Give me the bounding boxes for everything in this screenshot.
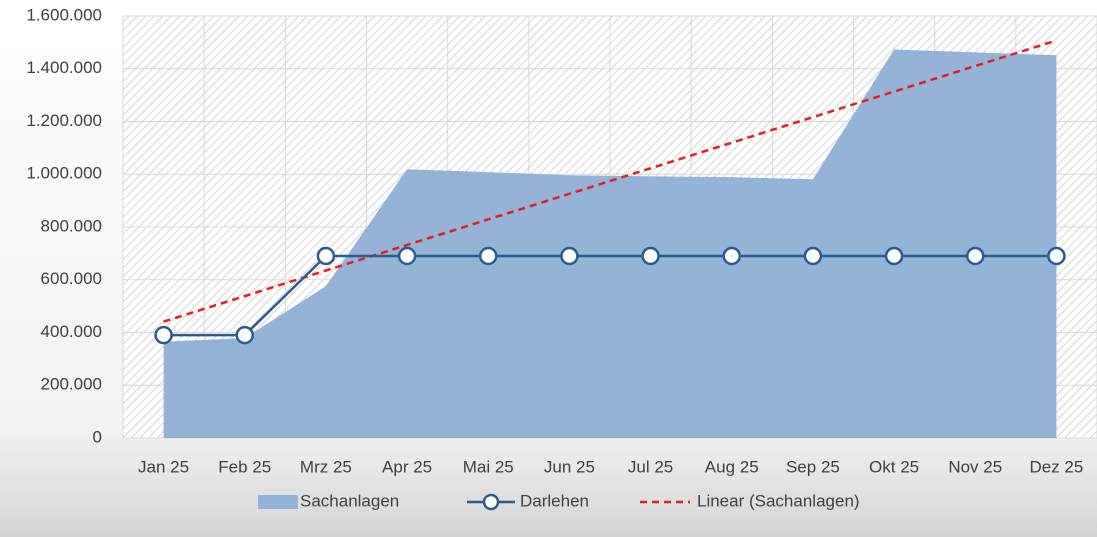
x-tick-label: Sep 25 xyxy=(786,457,840,476)
y-tick-label: 800.000 xyxy=(41,216,102,235)
x-tick-label: Okt 25 xyxy=(869,457,919,476)
legend-marker xyxy=(482,493,500,511)
marker xyxy=(966,246,985,266)
area xyxy=(163,49,1057,439)
marker xyxy=(316,246,336,266)
x-tick-label: Apr 25 xyxy=(382,457,432,476)
y-tick-label: 1.200.000 xyxy=(26,111,102,130)
marker xyxy=(235,325,254,345)
marker xyxy=(884,246,904,266)
marker xyxy=(154,325,173,345)
legend-swatch xyxy=(258,495,298,509)
marker xyxy=(641,246,660,266)
x-tick-label: Mai 25 xyxy=(463,457,514,476)
trendline xyxy=(163,39,1057,323)
marker xyxy=(397,246,417,266)
y-tick-label: 0 xyxy=(93,427,102,446)
legend-label: Darlehen xyxy=(520,491,589,510)
marker xyxy=(722,246,741,266)
marker xyxy=(479,246,498,266)
marker xyxy=(560,246,579,266)
line xyxy=(163,254,1057,337)
y-tick-label: 1.400.000 xyxy=(26,58,102,77)
y-tick-label: 400.000 xyxy=(41,322,102,341)
y-tick-label: 1.600.000 xyxy=(26,5,102,24)
x-tick-label: Dez 25 xyxy=(1029,457,1083,476)
x-tick-label: Aug 25 xyxy=(705,457,759,476)
y-tick-label: 600.000 xyxy=(41,269,102,288)
marker xyxy=(803,246,823,266)
x-tick-label: Mrz 25 xyxy=(300,457,352,476)
x-tick-label: Jul 25 xyxy=(628,457,673,476)
x-tick-label: Nov 25 xyxy=(948,457,1002,476)
y-tick-label: 200.000 xyxy=(41,375,102,394)
x-tick-label: Feb 25 xyxy=(218,457,271,476)
y-tick-label: 1.000.000 xyxy=(26,164,102,183)
x-tick-label: Jun 25 xyxy=(544,457,595,476)
marker xyxy=(1047,246,1066,266)
x-tick-label: Jan 25 xyxy=(138,457,189,476)
legend-label: Linear (Sachanlagen) xyxy=(697,491,860,510)
legend-label: Sachanlagen xyxy=(300,491,399,510)
